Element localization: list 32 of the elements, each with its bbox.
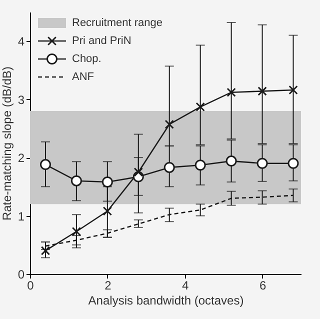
y-tick-label: 4 (18, 34, 25, 49)
x-tick-label: 2 (104, 278, 112, 292)
point (288, 158, 299, 169)
point (134, 167, 144, 177)
point (226, 88, 236, 97)
legend-label: Recruitment range (72, 17, 162, 29)
point (102, 176, 113, 188)
legend-label: Chop. (72, 53, 102, 65)
point (72, 226, 82, 236)
point (256, 158, 268, 169)
y-tick-label: 0 (18, 268, 25, 282)
y-tick-label: 2 (18, 151, 25, 166)
x-tick-label: 0 (27, 278, 34, 292)
point (70, 175, 82, 186)
y-axis-title: Rate-matching slope (dB/dB) (0, 66, 14, 221)
y-tick-label: 3 (18, 92, 25, 107)
x-tick-label: 4 (182, 278, 190, 292)
y-tick-label: 1 (18, 209, 25, 224)
point (164, 162, 175, 173)
point (40, 159, 51, 170)
point (102, 206, 112, 216)
point (194, 160, 206, 171)
x-tick-label: 6 (259, 278, 266, 292)
point (258, 86, 267, 96)
legend-label: ANF (72, 71, 94, 83)
point (288, 85, 298, 95)
x-axis-title: Analysis bandwidth (octaves) (88, 294, 244, 308)
point (40, 246, 50, 256)
legend-label: Pri and PriN (72, 35, 132, 47)
point (196, 102, 205, 112)
point (164, 120, 174, 129)
point (226, 156, 237, 167)
